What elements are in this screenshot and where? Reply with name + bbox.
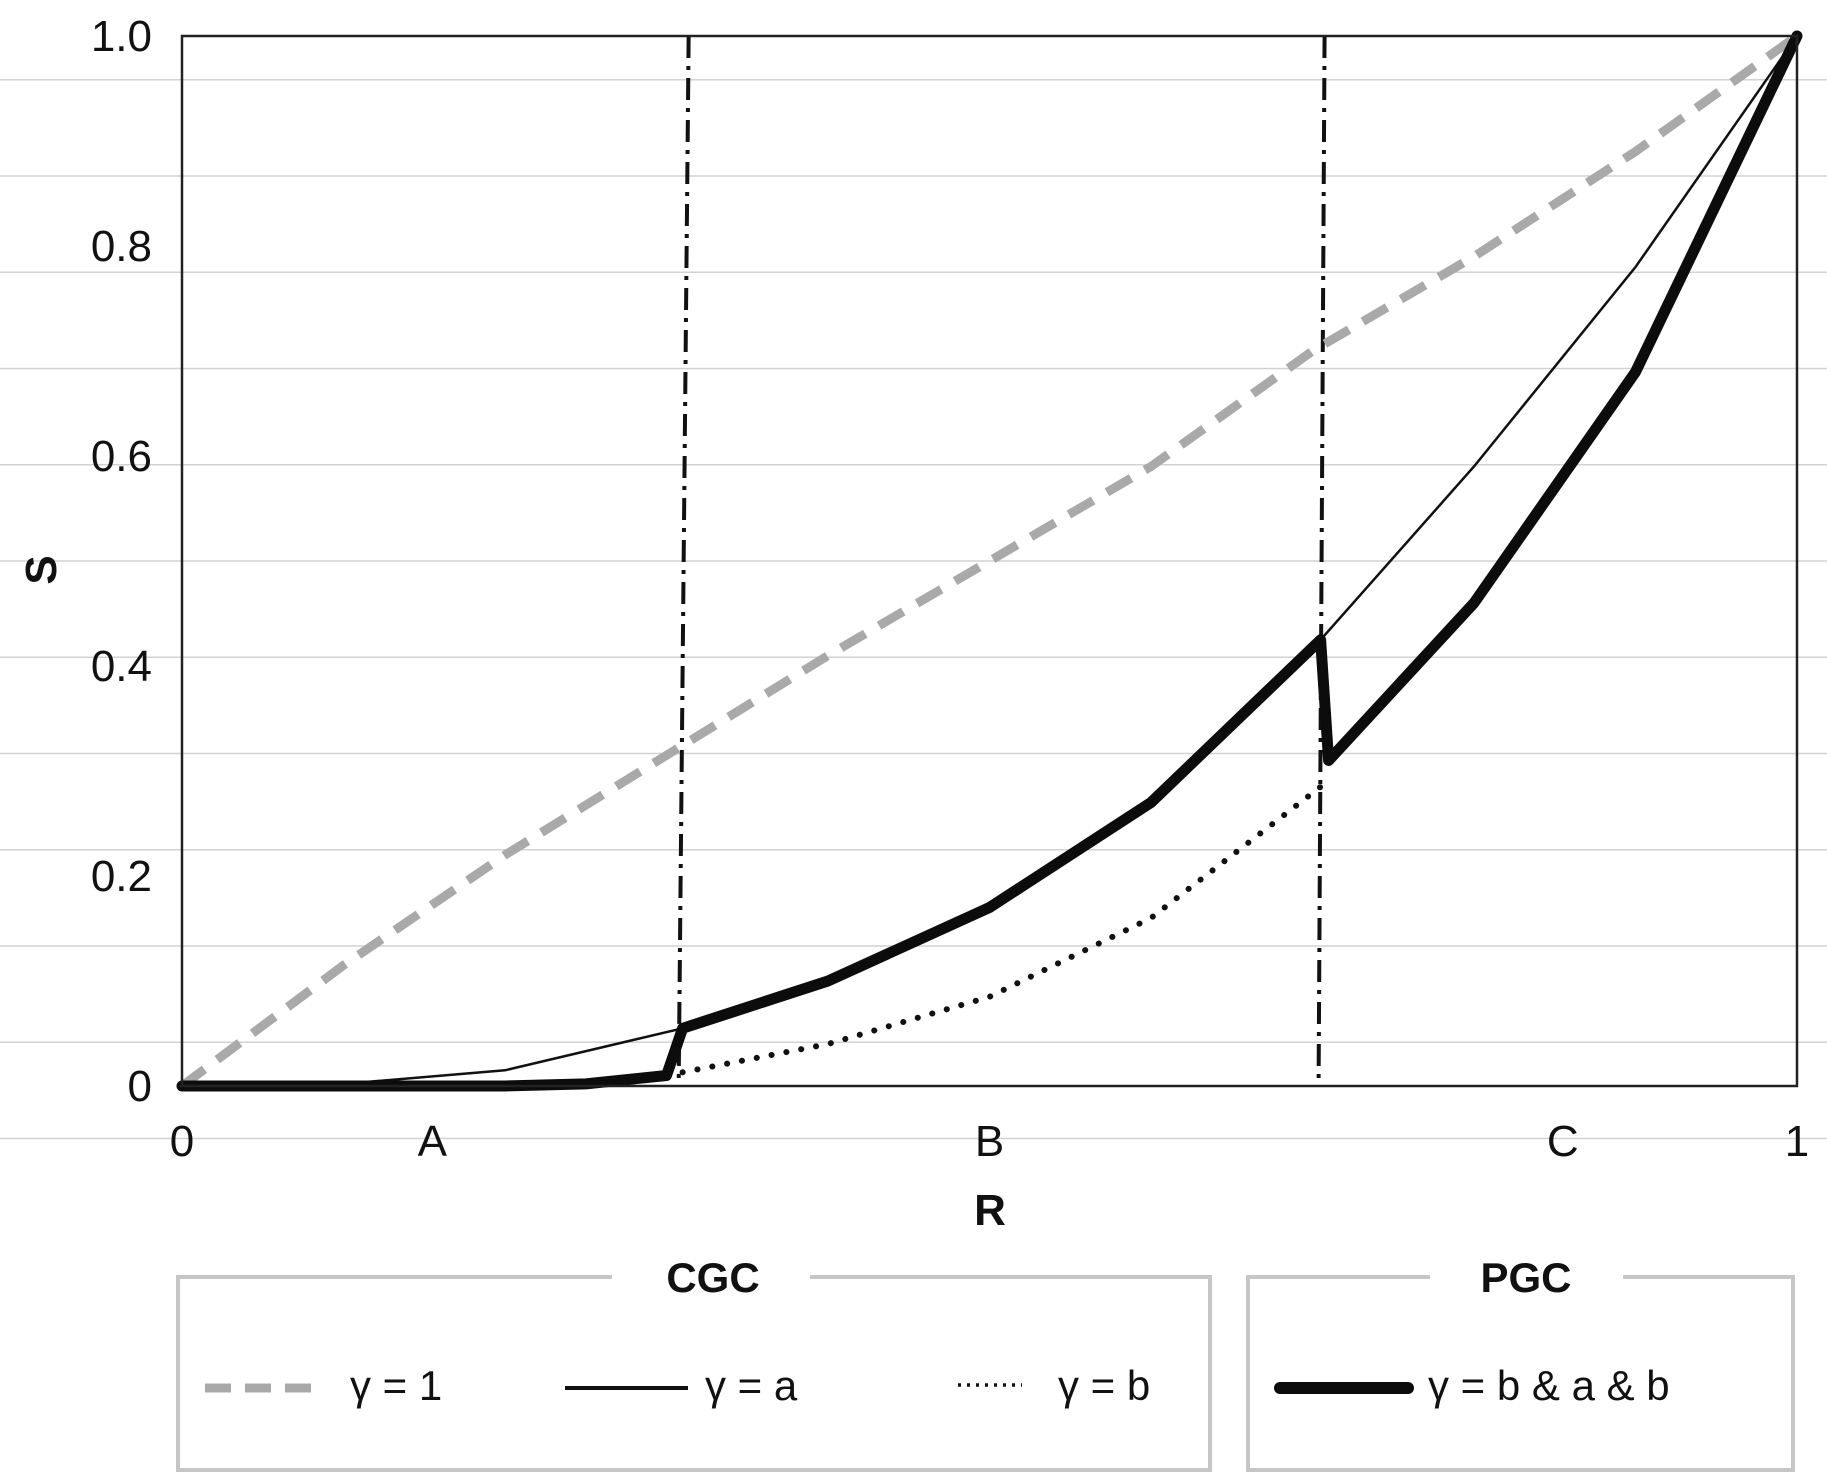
- legend-label-pgc: γ = b & a & b: [1428, 1362, 1670, 1409]
- series-line-dashed-gray: [179, 32, 1800, 1090]
- plot-frame: [180, 34, 1799, 1088]
- x-tick-label: B: [975, 1117, 1004, 1166]
- legend-title-cgc: CGC: [666, 1254, 759, 1301]
- legend-label-gamma-a: γ = a: [705, 1362, 798, 1409]
- legend-group-pgc: PGC γ = b & a & b: [1246, 1254, 1795, 1472]
- y-tick-label: 0.4: [91, 642, 152, 691]
- gridlines: [0, 79, 1827, 1140]
- x-axis-title: R: [974, 1186, 1006, 1235]
- y-axis-title: S: [17, 555, 66, 584]
- legend-label-gamma-1: γ = 1: [350, 1362, 442, 1409]
- y-axis-ticks: 0 0.2 0.4 0.6 0.8 1.0: [91, 12, 152, 1111]
- legend-box-pgc: [1246, 1275, 1795, 1472]
- zone-boundary-line: [676, 35, 691, 1087]
- y-tick-label: 0.8: [91, 222, 152, 271]
- legend-box-cgc: [176, 1275, 1212, 1472]
- legend-label-gamma-b: γ = b: [1058, 1362, 1150, 1409]
- x-tick-label: 0: [170, 1117, 194, 1166]
- legend: CGC γ = 1 γ = a γ = b PGC γ = b & a & b: [176, 1254, 1795, 1472]
- zone-boundaries: [676, 35, 1327, 1087]
- y-tick-label: 0: [128, 1062, 152, 1111]
- legend-title-pgc: PGC: [1480, 1254, 1571, 1301]
- x-tick-label: 1: [1785, 1117, 1809, 1166]
- x-tick-label: A: [418, 1117, 448, 1166]
- x-axis-ticks: 0 A B C 1: [170, 1117, 1809, 1166]
- y-tick-label: 0.6: [91, 432, 152, 481]
- x-tick-label: C: [1547, 1117, 1579, 1166]
- y-tick-label: 0.2: [91, 852, 152, 901]
- y-tick-label: 1.0: [91, 12, 152, 61]
- zone-boundary-line: [1316, 35, 1327, 1087]
- series-line-dotted: [679, 783, 1324, 1076]
- legend-group-cgc: CGC γ = 1 γ = a γ = b: [176, 1254, 1212, 1472]
